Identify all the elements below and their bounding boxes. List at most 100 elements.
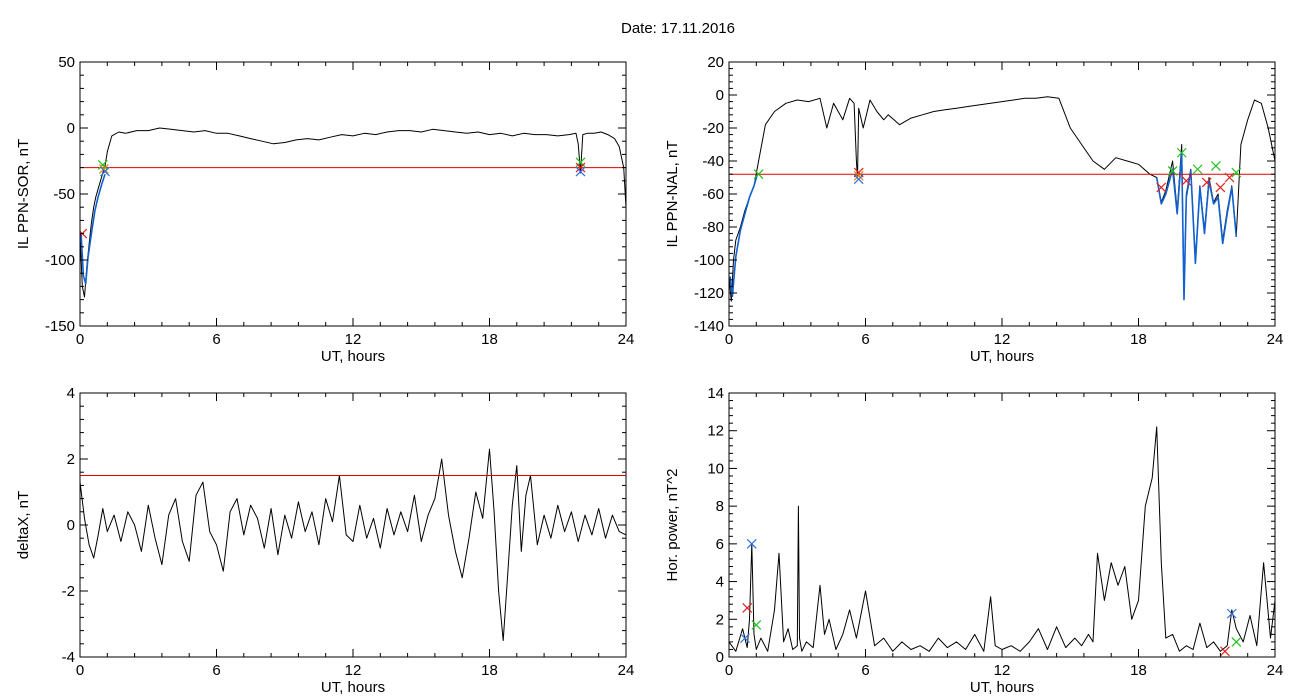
data-marker-red: [1181, 175, 1192, 186]
marker-stroke: [1167, 165, 1178, 176]
marker-stroke: [1215, 182, 1226, 193]
x-tick-label: 24: [1267, 331, 1284, 348]
x-tick-label: 0: [725, 331, 733, 348]
data-marker-green: [751, 620, 762, 630]
y-tick-label: -60: [702, 186, 724, 203]
marker-stroke: [742, 603, 753, 613]
y-tick-label: 4: [67, 385, 75, 402]
y-tick-label: -120: [694, 285, 724, 302]
y-tick-label: -4: [62, 649, 75, 666]
y-tick-label: -50: [53, 186, 75, 203]
data-marker-green: [97, 160, 108, 170]
data-marker-blue: [853, 174, 864, 185]
y-tick-label: 2: [716, 611, 724, 628]
y-tick-label: -40: [702, 153, 724, 170]
data-marker-green: [1176, 147, 1187, 158]
x-axis-label: UT, hours: [321, 348, 385, 365]
y-tick-label: -100: [45, 252, 75, 269]
data-marker-red: [742, 603, 753, 613]
data-marker-blue: [1226, 608, 1237, 619]
marker-stroke: [1231, 636, 1242, 647]
data-marker-red: [1201, 177, 1212, 188]
data-marker-green: [1210, 161, 1221, 171]
y-tick-label: 8: [716, 498, 724, 515]
data-marker-green: [1192, 164, 1203, 175]
x-axis-label: UT, hours: [970, 348, 1034, 365]
plot-area: [729, 426, 1275, 657]
x-tick-label: 18: [1130, 662, 1147, 679]
x-tick-label: 18: [481, 331, 498, 348]
y-axis-label: Hor. power, nT^2: [664, 469, 681, 582]
y-tick-label: 2: [67, 451, 75, 468]
marker-stroke: [1201, 177, 1212, 188]
marker-stroke: [853, 174, 864, 185]
plot-area: [80, 127, 626, 298]
y-tick-label: 14: [707, 385, 724, 402]
x-axis-label: UT, hours: [970, 679, 1034, 696]
y-tick-label: 12: [707, 423, 724, 440]
series-trace-line: [80, 127, 626, 298]
data-marker-red: [1224, 172, 1235, 183]
x-tick-label: 6: [861, 662, 869, 679]
panel-il-ppn-nal: 0 6 12 18 24 -140 -120 -100 -80 -60 -40 -20 0 20 UT, h…: [664, 54, 1283, 365]
y-tick-label: 10: [707, 460, 724, 477]
data-marker-green: [1231, 167, 1242, 178]
y-tick-label: 20: [707, 54, 724, 71]
marker-stroke: [746, 538, 757, 549]
x-axis-label: UT, hours: [321, 679, 385, 696]
data-marker-blue: [100, 166, 110, 177]
marker-stroke: [1231, 167, 1242, 178]
marker-stroke: [751, 620, 762, 630]
marker-stroke: [1181, 175, 1192, 186]
y-tick-label: -100: [694, 252, 724, 269]
y-tick-label: 4: [716, 574, 724, 591]
y-tick-label: 0: [716, 649, 724, 666]
y-tick-label: -150: [45, 318, 75, 335]
plot-area: [729, 96, 1275, 302]
y-tick-label: 50: [58, 54, 75, 71]
x-tick-label: 24: [618, 331, 635, 348]
marker-stroke: [1192, 164, 1203, 175]
marker-stroke: [1176, 147, 1187, 158]
y-axis-label: IL PPN-SOR, nT: [15, 139, 32, 249]
data-marker-red: [1220, 646, 1230, 657]
data-marker-red: [1156, 182, 1167, 193]
marker-stroke: [1226, 608, 1237, 619]
y-tick-label: 0: [67, 517, 75, 534]
x-tick-label: 0: [725, 662, 733, 679]
plot-frame: [79, 392, 627, 658]
marker-stroke: [98, 163, 109, 174]
marker-stroke: [1210, 161, 1221, 171]
series-trace-line: [80, 448, 626, 641]
x-tick-label: 24: [618, 662, 635, 679]
plot-frame: [728, 392, 1276, 658]
x-tick-label: 6: [212, 331, 220, 348]
data-marker-orange: [853, 170, 864, 181]
x-tick-label: 12: [345, 662, 362, 679]
x-tick-label: 6: [861, 331, 869, 348]
x-tick-label: 12: [345, 331, 362, 348]
marker-stroke: [853, 170, 864, 181]
y-tick-label: -80: [702, 219, 724, 236]
y-tick-label: -2: [62, 583, 75, 600]
y-axis-label: IL PPN-NAL, nT: [664, 141, 681, 248]
data-marker-red: [575, 162, 586, 173]
data-marker-green: [753, 169, 764, 180]
y-tick-label: -140: [694, 318, 724, 335]
x-tick-label: 24: [1267, 662, 1284, 679]
series-trace-line: [729, 96, 1275, 302]
x-tick-label: 0: [76, 662, 84, 679]
data-marker-green: [1231, 636, 1242, 647]
x-tick-label: 6: [212, 662, 220, 679]
marker-stroke: [753, 169, 764, 180]
series-trace-line: [729, 426, 1275, 652]
y-tick-label: 0: [716, 87, 724, 104]
data-marker-red: [1215, 182, 1226, 193]
panel-il-ppn-sor: 0 6 12 18 24 -150 -100 -50 0 50 UT, hours IL PPN-SO…: [15, 54, 634, 365]
plot-area: [80, 448, 626, 641]
data-marker-blue: [746, 538, 757, 549]
marker-stroke: [575, 162, 586, 173]
x-tick-label: 18: [481, 662, 498, 679]
